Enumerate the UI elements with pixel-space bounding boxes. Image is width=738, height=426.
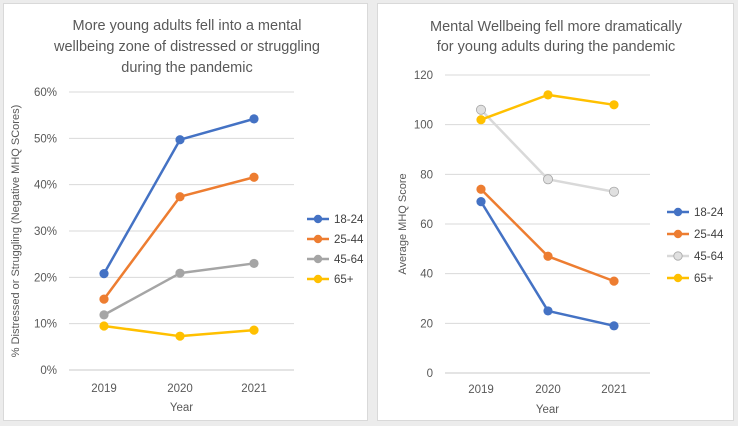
- right-data-point-25-44: [476, 184, 486, 194]
- right-data-point-18-24: [476, 197, 486, 207]
- right-x-axis-label: Year: [536, 404, 559, 416]
- left-data-point-18-24: [175, 135, 185, 145]
- left-legend-label: 45-64: [334, 254, 364, 266]
- right-legend-swatch-marker: [673, 273, 683, 283]
- right-data-point-45-64: [476, 104, 487, 115]
- left-legend-label: 65+: [334, 274, 354, 286]
- right-data-point-65+: [609, 100, 619, 110]
- left-y-tick-label: 20%: [34, 272, 57, 284]
- left-y-tick-label: 10%: [34, 319, 57, 331]
- left-legend-label: 18-24: [334, 214, 364, 226]
- right-legend-label: 25-44: [694, 229, 724, 241]
- right-y-tick-label: 40: [420, 269, 433, 281]
- right-data-point-65+: [543, 90, 553, 100]
- right-legend-swatch-marker: [673, 229, 683, 239]
- right-y-tick-label: 120: [414, 70, 433, 82]
- chart-panel-mhq-score: Mental Wellbeing fell more dramatically f…: [377, 3, 734, 421]
- right-data-point-18-24: [609, 321, 619, 331]
- left-x-tick-label: 2019: [91, 383, 117, 395]
- right-legend-label: 45-64: [694, 251, 724, 263]
- right-legend-swatch-marker: [673, 207, 683, 217]
- left-x-tick-label: 2020: [167, 383, 193, 395]
- left-y-tick-label: 30%: [34, 226, 57, 238]
- right-chart-title-line: Mental Wellbeing fell more dramatically: [430, 19, 683, 35]
- left-data-point-65+: [175, 331, 185, 341]
- right-y-tick-label: 60: [420, 219, 433, 231]
- right-legend-label: 65+: [694, 273, 714, 285]
- left-legend-label: 25-44: [334, 234, 364, 246]
- left-data-point-45-64: [99, 310, 109, 320]
- left-data-point-18-24: [99, 269, 109, 279]
- left-x-axis-label: Year: [170, 402, 193, 414]
- left-chart-title-line: More young adults fell into a mental: [73, 18, 302, 34]
- left-data-point-25-44: [175, 192, 185, 202]
- right-data-point-45-64: [542, 174, 553, 185]
- right-y-tick-label: 0: [427, 368, 433, 380]
- left-data-point-18-24: [249, 114, 259, 124]
- left-data-point-65+: [99, 321, 109, 331]
- right-x-tick-label: 2021: [601, 384, 627, 396]
- left-y-tick-label: 50%: [34, 133, 57, 145]
- right-chart-title-line: for young adults during the pandemic: [437, 39, 676, 55]
- right-data-point-25-44: [609, 276, 619, 286]
- right-y-tick-label: 80: [420, 169, 433, 181]
- left-chart-title-line: wellbeing zone of distressed or struggli…: [53, 39, 320, 55]
- right-data-point-45-64: [608, 186, 619, 197]
- chart-mhq-score-svg: Mental Wellbeing fell more dramatically f…: [397, 19, 724, 416]
- chart-panel-distressed: More young adults fell into a mental well…: [3, 3, 368, 421]
- right-legend-label: 18-24: [694, 207, 724, 219]
- right-data-point-18-24: [543, 306, 553, 316]
- right-y-tick-label: 100: [414, 120, 433, 132]
- right-x-tick-label: 2019: [468, 384, 494, 396]
- left-x-tick-label: 2021: [241, 383, 267, 395]
- right-data-point-25-44: [543, 251, 553, 261]
- right-legend-swatch-marker: [673, 251, 683, 261]
- right-x-tick-label: 2020: [535, 384, 561, 396]
- right-y-axis-label: Average MHQ Score: [397, 173, 409, 274]
- left-data-point-65+: [249, 325, 259, 335]
- left-legend-swatch-marker: [313, 214, 323, 224]
- right-data-point-65+: [476, 115, 486, 125]
- left-data-point-25-44: [249, 172, 259, 182]
- left-legend-swatch-marker: [313, 274, 323, 284]
- left-data-point-45-64: [175, 268, 185, 278]
- left-data-point-45-64: [249, 258, 259, 269]
- left-y-tick-label: 0%: [40, 365, 57, 377]
- chart-distressed-svg: More young adults fell into a mental well…: [10, 18, 364, 414]
- left-y-axis-label: % Distressed or Struggling (Negative MHQ…: [10, 105, 22, 357]
- left-y-tick-label: 40%: [34, 180, 57, 192]
- right-y-tick-label: 20: [420, 318, 433, 330]
- left-data-point-25-44: [99, 294, 109, 304]
- left-legend-swatch-marker: [313, 234, 323, 244]
- left-chart-title-line: during the pandemic: [121, 60, 252, 76]
- left-legend-swatch-marker: [313, 254, 323, 264]
- left-y-tick-label: 60%: [34, 87, 57, 99]
